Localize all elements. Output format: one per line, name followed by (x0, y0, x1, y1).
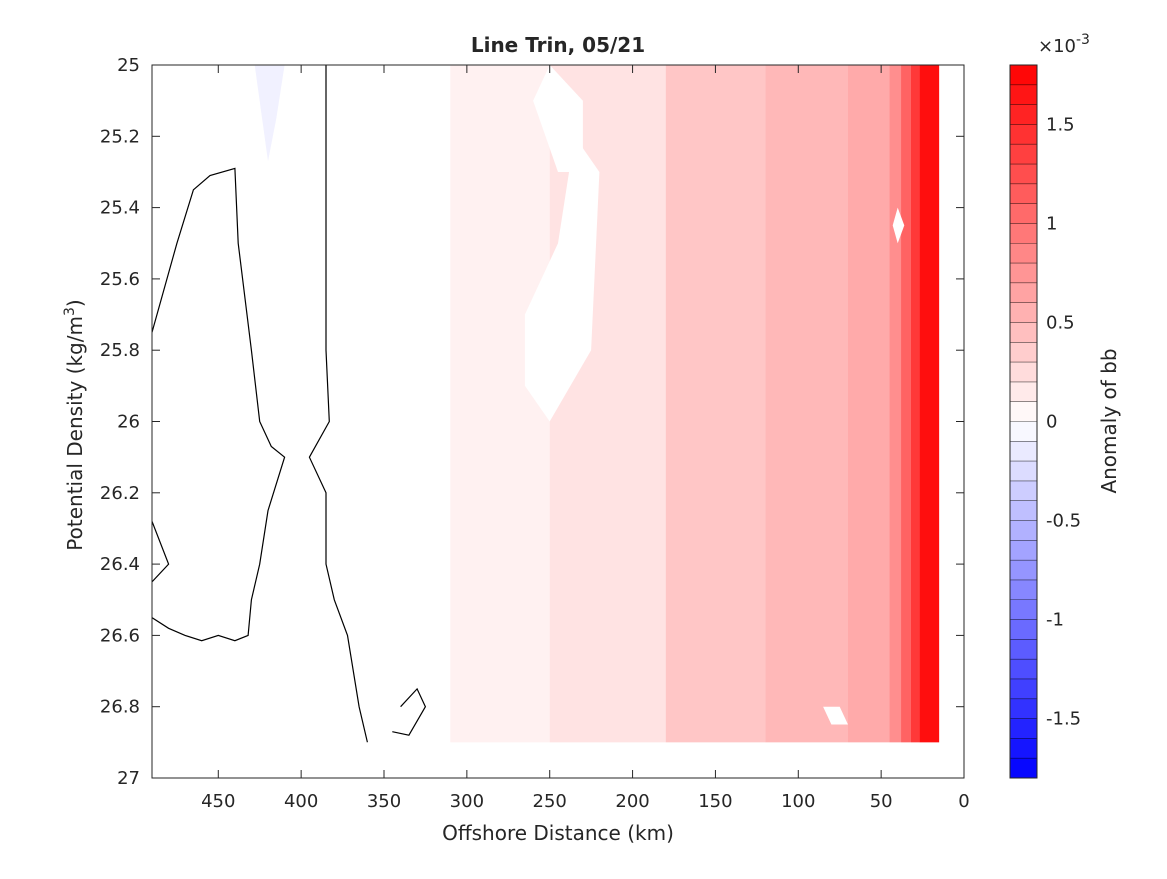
y-tick-label: 26.2 (100, 483, 140, 504)
contour-line-0 (152, 167, 286, 642)
negative-anomaly-patch (254, 65, 285, 162)
colorbar-level (1010, 738, 1037, 759)
contour-patch-0 (524, 136, 600, 422)
colorbar-tick-label: 1 (1046, 213, 1057, 234)
colorbar-level (1010, 322, 1037, 343)
colorbar-level (1010, 678, 1037, 700)
x-tick-label: 400 (284, 791, 318, 812)
colorbar-level (1010, 758, 1037, 779)
colorbar-level (1010, 183, 1037, 204)
colorbar-level (1010, 659, 1037, 680)
colorbar-level (1010, 362, 1037, 383)
contour-band-3 (665, 65, 766, 743)
colorbar-tick-label: 0.5 (1046, 312, 1075, 333)
colorbar-level (1010, 421, 1037, 442)
x-tick-label: 350 (367, 791, 401, 812)
colorbar-exponent: ×10-3 (1038, 32, 1090, 57)
colorbar-level (1010, 560, 1037, 581)
y-tick-label: 25.6 (100, 269, 140, 290)
x-axis-label: Offshore Distance (km) (442, 821, 674, 845)
colorbar-tick-label: -1.5 (1046, 709, 1081, 730)
colorbar-level (1010, 124, 1037, 145)
colorbar-level (1010, 203, 1037, 224)
y-axis-label-main: Potential Density (kg/m (63, 316, 87, 551)
colorbar-level (1010, 698, 1037, 719)
y-tick-label: 26.6 (100, 625, 140, 646)
colorbar-level (1010, 342, 1037, 363)
colorbar-level (1010, 302, 1037, 323)
x-tick-label: 0 (958, 791, 969, 812)
colorbar-exponent-base: ×10 (1038, 36, 1076, 57)
colorbar-tick-label: -0.5 (1046, 511, 1081, 532)
colorbar-label: Anomaly of bb (1097, 348, 1121, 493)
colorbar-level (1010, 223, 1037, 244)
contour-band-1 (450, 65, 550, 743)
colorbar-level (1010, 520, 1037, 541)
contour-band-5 (848, 65, 890, 743)
contour-band-0 (152, 65, 451, 743)
colorbar-level (1010, 65, 1037, 86)
contour-band-9 (919, 65, 940, 743)
colorbar-level (1010, 461, 1037, 482)
colorbar-level (1010, 441, 1037, 462)
colorbar-tick-label: -1 (1046, 610, 1064, 631)
contour-band-4 (765, 65, 848, 743)
x-tick-label: 300 (450, 791, 484, 812)
y-tick-label: 25.8 (100, 340, 140, 361)
x-tick-label: 250 (533, 791, 567, 812)
contour-band-8 (910, 65, 920, 743)
x-tick-label: 200 (615, 791, 649, 812)
x-tick-label: 450 (201, 791, 235, 812)
colorbar-level (1010, 144, 1037, 165)
colorbar-level (1010, 639, 1037, 660)
x-tick-label: 50 (870, 791, 893, 812)
colorbar-level (1010, 500, 1037, 521)
y-axis-label-end: ) (63, 299, 87, 307)
colorbar-level (1010, 263, 1037, 284)
colorbar-level (1010, 84, 1037, 105)
contour-band-6 (889, 65, 902, 743)
colorbar-level (1010, 401, 1037, 422)
colorbar-level (1010, 599, 1037, 620)
y-axis-label: Potential Density (kg/m3) (62, 299, 87, 550)
x-tick-label: 150 (698, 791, 732, 812)
contour-band-7 (901, 65, 911, 743)
y-tick-label: 25 (117, 55, 140, 76)
colorbar-level (1010, 104, 1037, 125)
colorbar-level (1010, 243, 1037, 264)
y-tick-label: 27 (117, 768, 140, 789)
contour-patch-1 (533, 65, 583, 172)
contour-line-2 (152, 521, 170, 583)
colorbar-exponent-power: -3 (1076, 32, 1090, 48)
colorbar-frame (1009, 64, 1038, 779)
colorbar-level (1010, 282, 1037, 303)
colorbar-level (1010, 381, 1037, 402)
colorbar-level (1010, 480, 1037, 502)
colorbar-level (1010, 164, 1037, 185)
colorbar (1009, 64, 1038, 779)
y-tick-label: 26 (117, 412, 140, 433)
colorbar-tick-label: 0 (1046, 412, 1057, 433)
colorbar-level (1010, 619, 1037, 640)
y-tick-label: 26.8 (100, 697, 140, 718)
y-tick-label: 25.4 (100, 198, 140, 219)
contour-patch-3 (892, 207, 905, 244)
colorbar-level (1010, 579, 1037, 601)
contour-line-1 (308, 65, 368, 743)
x-tick-label: 100 (781, 791, 815, 812)
contour-line-3 (392, 687, 427, 736)
y-tick-label: 25.2 (100, 126, 140, 147)
y-axis-label-superscript: 3 (62, 307, 78, 316)
colorbar-level (1010, 540, 1037, 561)
colorbar-level (1010, 718, 1037, 739)
y-tick-label: 26.4 (100, 554, 140, 575)
colorbar-tick-label: 1.5 (1046, 114, 1075, 135)
chart-title: Line Trin, 05/21 (471, 33, 645, 57)
contour-patch-2 (823, 706, 848, 725)
